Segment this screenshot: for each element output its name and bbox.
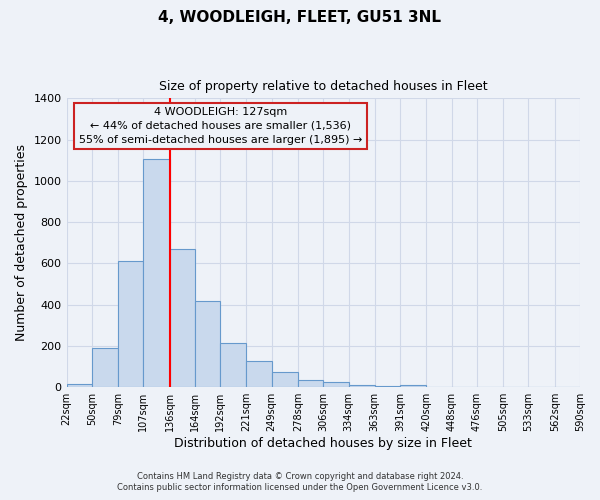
Text: Contains HM Land Registry data © Crown copyright and database right 2024.
Contai: Contains HM Land Registry data © Crown c… (118, 472, 482, 492)
Bar (67, 384, 92, 387)
Y-axis label: Number of detached properties: Number of detached properties (15, 144, 28, 342)
Bar (298, 380, 323, 387)
Text: 4 WOODLEIGH: 127sqm
← 44% of detached houses are smaller (1,536)
55% of semi-det: 4 WOODLEIGH: 127sqm ← 44% of detached ho… (79, 107, 362, 145)
Bar (323, 382, 349, 387)
Bar (247, 362, 272, 387)
Bar (143, 159, 170, 387)
Bar (195, 300, 220, 387)
X-axis label: Distribution of detached houses by size in Fleet: Distribution of detached houses by size … (175, 437, 472, 450)
Bar (400, 385, 427, 387)
Bar (92, 348, 118, 387)
Bar (170, 249, 195, 387)
Bar (272, 372, 298, 387)
Title: Size of property relative to detached houses in Fleet: Size of property relative to detached ho… (159, 80, 488, 93)
Bar (375, 386, 400, 387)
Bar (349, 385, 375, 387)
Bar (220, 343, 247, 387)
Text: 4, WOODLEIGH, FLEET, GU51 3NL: 4, WOODLEIGH, FLEET, GU51 3NL (158, 10, 442, 25)
Bar (118, 262, 143, 387)
